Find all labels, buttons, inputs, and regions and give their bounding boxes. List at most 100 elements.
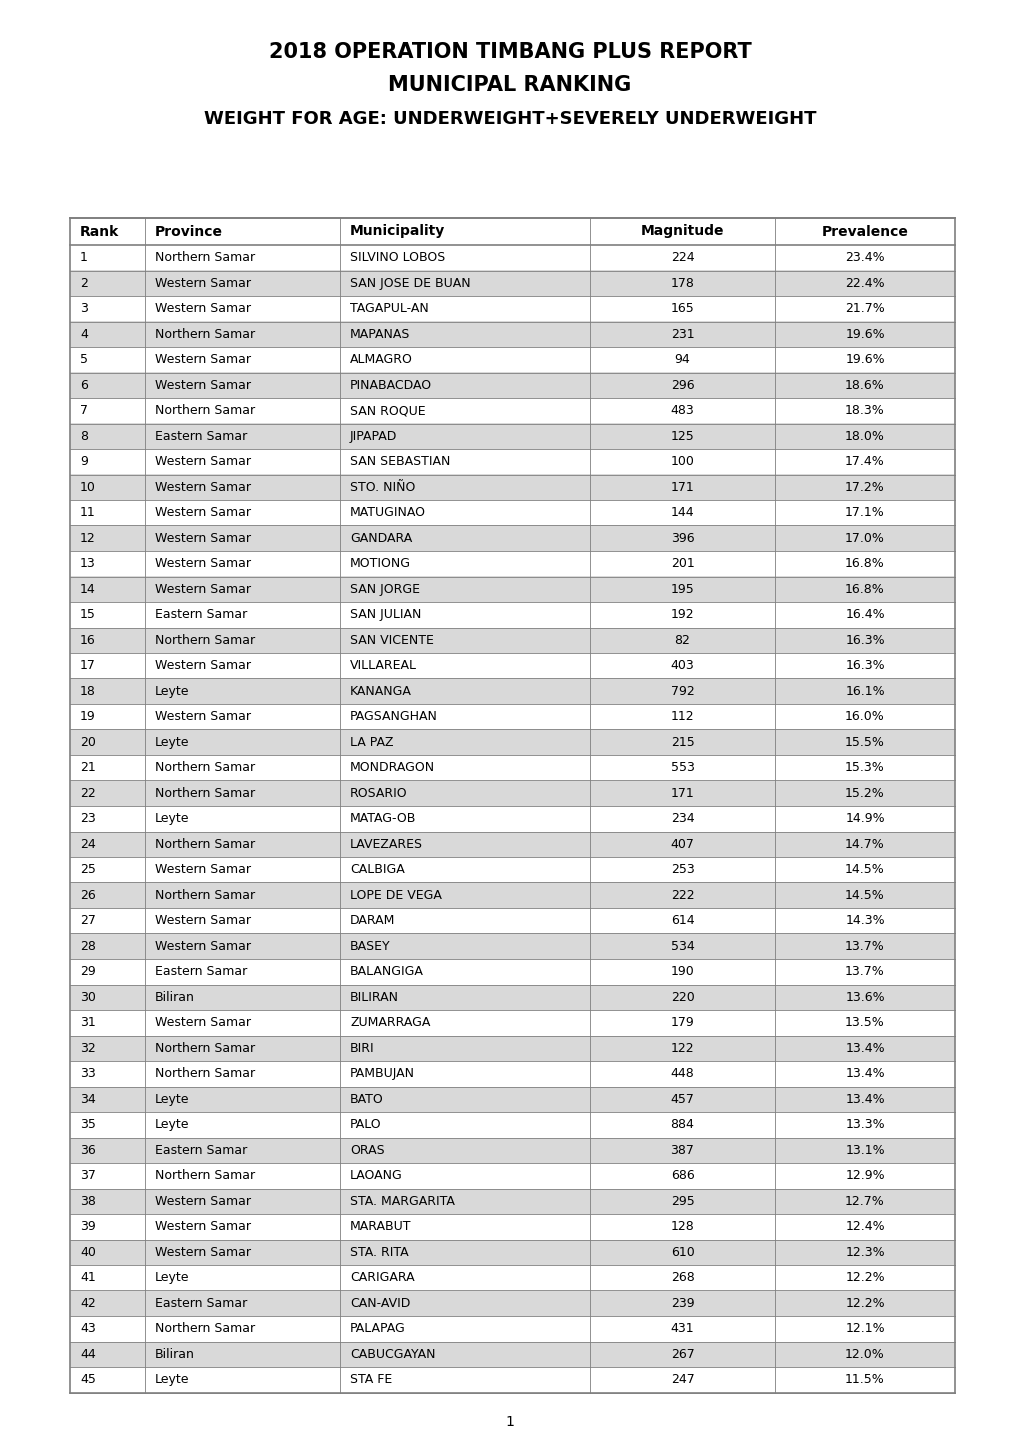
Text: 12.0%: 12.0% — [845, 1348, 884, 1361]
Text: ZUMARRAGA: ZUMARRAGA — [350, 1017, 430, 1030]
Bar — [70, 679, 954, 704]
Text: BATO: BATO — [350, 1093, 383, 1106]
Bar — [70, 627, 954, 653]
Text: 45: 45 — [79, 1373, 96, 1386]
Text: 1: 1 — [505, 1416, 514, 1429]
Text: 13.7%: 13.7% — [845, 965, 884, 978]
Text: VILLAREAL: VILLAREAL — [350, 659, 417, 672]
Text: 387: 387 — [669, 1144, 694, 1156]
Text: 23.4%: 23.4% — [845, 251, 883, 264]
Bar — [70, 806, 954, 832]
Text: BILIRAN: BILIRAN — [350, 991, 398, 1004]
Text: 34: 34 — [79, 1093, 96, 1106]
Bar — [70, 1009, 954, 1035]
Bar — [70, 551, 954, 577]
Text: Eastern Samar: Eastern Samar — [155, 1144, 247, 1156]
Text: 12.4%: 12.4% — [845, 1220, 883, 1233]
Text: 39: 39 — [79, 1220, 96, 1233]
Text: PINABACDAO: PINABACDAO — [350, 379, 432, 392]
Text: Northern Samar: Northern Samar — [155, 787, 255, 800]
Text: CAN-AVID: CAN-AVID — [350, 1296, 410, 1309]
Text: PAGSANGHAN: PAGSANGHAN — [350, 711, 437, 724]
Text: 614: 614 — [671, 914, 694, 927]
Text: 18: 18 — [79, 685, 96, 698]
Text: 13.4%: 13.4% — [845, 1067, 883, 1080]
Text: SAN JORGE: SAN JORGE — [350, 583, 420, 596]
Text: 18.0%: 18.0% — [844, 430, 884, 443]
Text: Municipality: Municipality — [350, 225, 445, 238]
Text: Western Samar: Western Samar — [155, 583, 251, 596]
Text: Western Samar: Western Samar — [155, 711, 251, 724]
Text: Western Samar: Western Samar — [155, 456, 251, 469]
Text: SILVINO LOBOS: SILVINO LOBOS — [350, 251, 445, 264]
Text: 24: 24 — [79, 838, 96, 851]
Text: 32: 32 — [79, 1041, 96, 1054]
Bar — [70, 474, 954, 500]
Text: Northern Samar: Northern Samar — [155, 1322, 255, 1335]
Text: LA PAZ: LA PAZ — [350, 735, 393, 748]
Text: SAN JOSE DE BUAN: SAN JOSE DE BUAN — [350, 277, 470, 290]
Bar — [70, 1240, 954, 1265]
Text: Northern Samar: Northern Samar — [155, 838, 255, 851]
Text: LAOANG: LAOANG — [350, 1169, 403, 1182]
Text: 610: 610 — [669, 1246, 694, 1259]
Text: 407: 407 — [669, 838, 694, 851]
Text: MARABUT: MARABUT — [350, 1220, 411, 1233]
Text: 224: 224 — [671, 251, 694, 264]
Text: SAN VICENTE: SAN VICENTE — [350, 633, 433, 647]
Text: 16.3%: 16.3% — [845, 659, 883, 672]
Text: 9: 9 — [79, 456, 88, 469]
Text: 21: 21 — [79, 761, 96, 774]
Text: 11.5%: 11.5% — [845, 1373, 884, 1386]
Text: 296: 296 — [671, 379, 694, 392]
Text: 10: 10 — [79, 480, 96, 493]
Text: 16: 16 — [79, 633, 96, 647]
Bar — [70, 1035, 954, 1061]
Text: 13.4%: 13.4% — [845, 1093, 883, 1106]
Text: 19: 19 — [79, 711, 96, 724]
Bar — [70, 245, 954, 271]
Text: 8: 8 — [79, 430, 88, 443]
Bar — [70, 322, 954, 348]
Bar — [70, 1265, 954, 1291]
Text: Leyte: Leyte — [155, 1118, 190, 1132]
Text: GANDARA: GANDARA — [350, 532, 412, 545]
Text: Northern Samar: Northern Samar — [155, 1041, 255, 1054]
Text: 2018 OPERATION TIMBANG PLUS REPORT: 2018 OPERATION TIMBANG PLUS REPORT — [268, 42, 751, 62]
Text: Leyte: Leyte — [155, 1093, 190, 1106]
Text: 268: 268 — [669, 1272, 694, 1285]
Bar — [70, 653, 954, 679]
Bar — [70, 832, 954, 857]
Text: SAN SEBASTIAN: SAN SEBASTIAN — [350, 456, 450, 469]
Text: 201: 201 — [669, 557, 694, 570]
Text: 7: 7 — [79, 404, 88, 417]
Text: 25: 25 — [79, 864, 96, 877]
Text: Leyte: Leyte — [155, 812, 190, 825]
Text: DARAM: DARAM — [350, 914, 395, 927]
Text: Western Samar: Western Samar — [155, 864, 251, 877]
Text: 82: 82 — [674, 633, 690, 647]
Text: 5: 5 — [79, 353, 88, 366]
Text: 16.0%: 16.0% — [845, 711, 884, 724]
Text: ORAS: ORAS — [350, 1144, 384, 1156]
Text: Western Samar: Western Samar — [155, 940, 251, 953]
Text: 28: 28 — [79, 940, 96, 953]
Text: 1: 1 — [79, 251, 88, 264]
Text: 12.2%: 12.2% — [845, 1296, 883, 1309]
Text: 13.4%: 13.4% — [845, 1041, 883, 1054]
Text: 215: 215 — [669, 735, 694, 748]
Text: Leyte: Leyte — [155, 1272, 190, 1285]
Text: Northern Samar: Northern Samar — [155, 888, 255, 901]
Bar — [70, 1138, 954, 1164]
Text: 12.2%: 12.2% — [845, 1272, 883, 1285]
Bar — [70, 933, 954, 959]
Text: 179: 179 — [669, 1017, 694, 1030]
Text: 43: 43 — [79, 1322, 96, 1335]
Bar — [70, 704, 954, 730]
Text: 18.3%: 18.3% — [845, 404, 884, 417]
Text: Western Samar: Western Samar — [155, 379, 251, 392]
Text: Northern Samar: Northern Samar — [155, 327, 255, 340]
Text: Western Samar: Western Samar — [155, 557, 251, 570]
Text: BASEY: BASEY — [350, 940, 390, 953]
Text: 17.0%: 17.0% — [844, 532, 884, 545]
